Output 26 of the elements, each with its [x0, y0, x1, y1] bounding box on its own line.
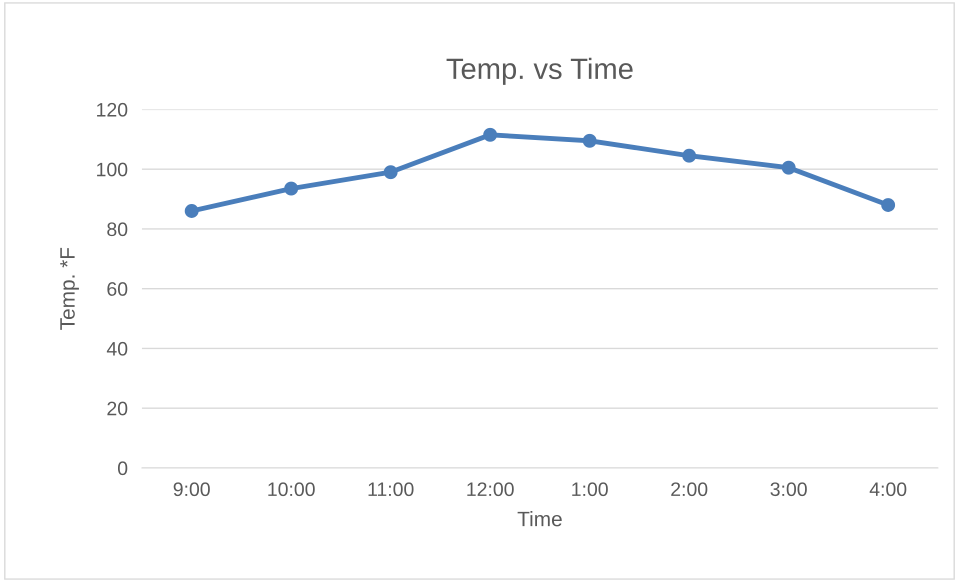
y-tick-label: 0	[118, 461, 128, 476]
x-tick-label: 3:00	[770, 482, 807, 496]
point	[384, 165, 398, 180]
x-tick-label: 11:00	[368, 482, 414, 496]
point	[184, 204, 199, 218]
y-tick-label: 20	[107, 402, 128, 416]
x-tick-label: 9:00	[174, 482, 210, 496]
y-tick-label: 80	[107, 222, 128, 236]
point	[582, 134, 597, 148]
y-tick-label: 40	[106, 342, 128, 356]
x-axis-title: Time	[518, 511, 562, 526]
point	[682, 148, 696, 163]
chart-title: Temp. vs Time	[446, 58, 633, 85]
x-tick-label: 4:00	[870, 482, 906, 496]
point	[284, 182, 298, 196]
y-tick-label: 100	[97, 162, 128, 176]
y-axis-title: Temp. *F	[60, 248, 79, 330]
x-tick-label: 12:00	[467, 482, 514, 496]
x-tick-label: 1:00	[572, 482, 608, 496]
x-tick-label: 10:00	[268, 482, 315, 496]
point	[782, 160, 796, 175]
x-tick-label: 2:00	[671, 482, 708, 496]
y-tick-label: 120	[97, 102, 128, 117]
point	[483, 128, 498, 142]
y-tick-label: 60	[107, 282, 128, 296]
point	[881, 198, 896, 212]
